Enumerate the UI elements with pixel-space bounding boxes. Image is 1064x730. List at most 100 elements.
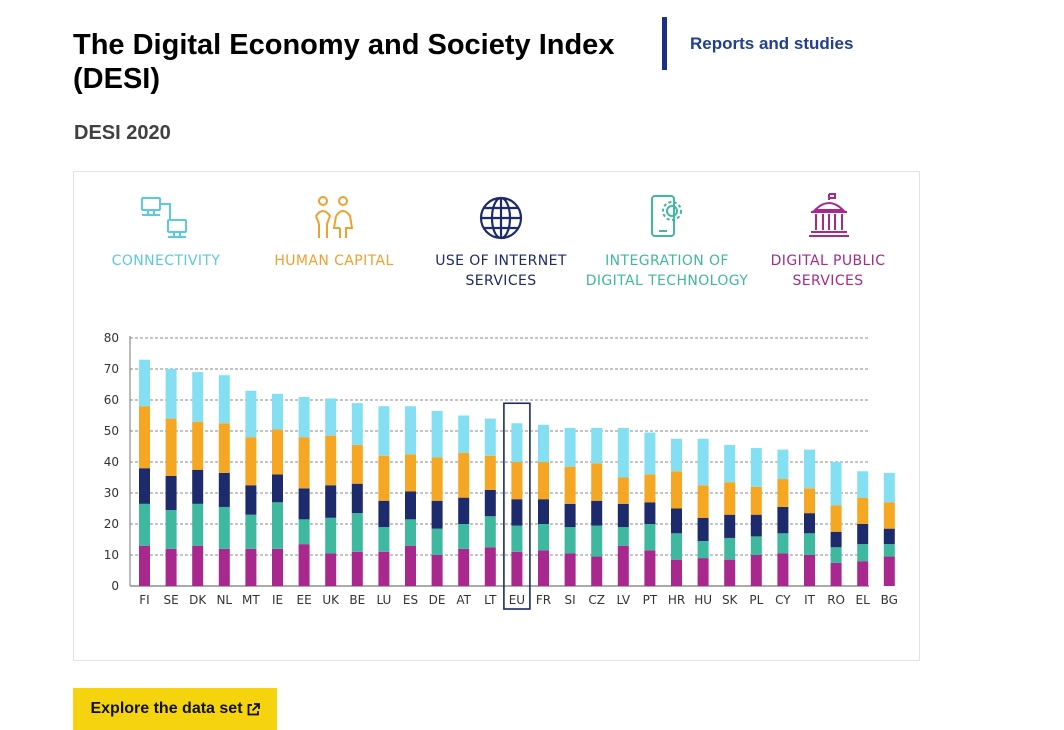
bar-ie-public-services xyxy=(272,548,283,586)
explore-data-set-label: Explore the data set xyxy=(90,700,243,717)
bar-bg-connectivity xyxy=(883,472,895,503)
bar-ro-public-services xyxy=(830,562,842,586)
legend-label-internet-use: SERVICES xyxy=(465,273,536,289)
bar-fr-human-capital xyxy=(538,462,549,500)
reports-and-studies-link[interactable]: Reports and studies xyxy=(690,34,854,53)
bar-bg-digital-tech xyxy=(883,544,895,557)
bar-lu-connectivity xyxy=(378,406,390,456)
x-tick-label: PT xyxy=(643,593,658,607)
x-tick-label: CZ xyxy=(588,593,605,607)
bar-fi-connectivity xyxy=(139,359,150,407)
bar-si-connectivity xyxy=(564,427,576,467)
bar-es-public-services xyxy=(405,545,416,586)
x-tick-label: IE xyxy=(272,593,283,607)
bar-mt-digital-tech xyxy=(245,514,257,549)
bar-it-digital-tech xyxy=(804,533,815,555)
bar-el-internet-use xyxy=(857,524,869,545)
bar-ie-human-capital xyxy=(272,429,283,475)
bar-ee-public-services xyxy=(298,544,310,586)
bar-el-connectivity xyxy=(857,471,869,498)
bar-nl-public-services xyxy=(218,548,230,586)
bar-at-connectivity xyxy=(458,415,470,453)
legend-label-public-services: DIGITAL PUBLIC xyxy=(771,253,886,269)
x-tick-label: CY xyxy=(775,593,791,607)
bar-hu-internet-use xyxy=(697,517,709,542)
bar-de-human-capital xyxy=(431,457,443,501)
bar-hu-human-capital xyxy=(697,485,709,518)
x-tick-label: BE xyxy=(349,593,365,607)
bar-uk-internet-use xyxy=(325,485,337,518)
bar-ro-digital-tech xyxy=(830,547,842,563)
y-tick-label: 60 xyxy=(104,393,119,407)
bar-uk-digital-tech xyxy=(325,517,337,554)
y-tick-label: 40 xyxy=(104,455,119,469)
bar-be-digital-tech xyxy=(351,513,363,552)
bar-ro-human-capital xyxy=(830,505,842,532)
x-tick-label: FI xyxy=(139,593,149,607)
bar-cz-connectivity xyxy=(591,427,603,464)
bar-pl-human-capital xyxy=(750,486,762,515)
x-tick-label: FR xyxy=(536,593,551,607)
bar-pl-internet-use xyxy=(750,514,762,537)
bar-si-internet-use xyxy=(564,503,576,528)
x-tick-label: LT xyxy=(484,593,497,607)
bar-at-internet-use xyxy=(458,497,470,524)
x-tick-label: BG xyxy=(881,593,898,607)
bar-es-digital-tech xyxy=(405,519,416,546)
desi-chart-card: CONNECTIVITY HUMAN CAPITAL USE OF INTERNET… xyxy=(73,171,920,661)
bar-cy-human-capital xyxy=(777,479,789,507)
bar-cz-internet-use xyxy=(591,500,603,526)
bar-eu-public-services xyxy=(511,551,523,586)
bar-lu-internet-use xyxy=(378,500,390,528)
bar-cz-public-services xyxy=(591,556,603,586)
bar-ie-internet-use xyxy=(272,474,283,503)
bar-hr-human-capital xyxy=(671,471,682,509)
bar-hu-connectivity xyxy=(697,438,709,486)
bar-pl-digital-tech xyxy=(750,536,762,555)
page-title: The Digital Economy and Society Index (D… xyxy=(73,29,615,95)
bar-lv-public-services xyxy=(617,545,629,586)
y-tick-label: 0 xyxy=(111,579,119,593)
bar-ro-internet-use xyxy=(830,531,842,548)
external-link-icon xyxy=(247,702,260,715)
bar-sk-connectivity xyxy=(724,444,736,483)
bar-lv-internet-use xyxy=(617,503,629,528)
bar-lu-public-services xyxy=(378,551,390,586)
bar-cz-digital-tech xyxy=(591,525,603,557)
network-computers-icon xyxy=(141,197,187,238)
bar-pt-connectivity xyxy=(644,432,656,475)
bar-eu-digital-tech xyxy=(511,525,523,552)
x-tick-label: EE xyxy=(297,593,312,607)
bar-fi-digital-tech xyxy=(139,503,150,546)
bar-sk-human-capital xyxy=(724,482,736,515)
bar-dk-digital-tech xyxy=(192,503,204,546)
bar-at-public-services xyxy=(458,548,470,586)
bar-pt-human-capital xyxy=(644,474,656,503)
x-tick-label: UK xyxy=(322,593,340,607)
bar-dk-connectivity xyxy=(192,372,204,422)
bar-ee-internet-use xyxy=(298,488,310,520)
legend-label-digital-tech: DIGITAL TECHNOLOGY xyxy=(586,273,749,289)
x-tick-label: DE xyxy=(429,593,446,607)
bar-bg-human-capital xyxy=(883,502,895,529)
y-tick-label: 10 xyxy=(104,548,119,562)
phone-gear-icon xyxy=(651,195,682,237)
bar-pl-public-services xyxy=(750,555,762,586)
bar-mt-public-services xyxy=(245,548,257,586)
bar-es-internet-use xyxy=(405,491,416,520)
x-tick-label: RO xyxy=(827,593,845,607)
bar-fr-public-services xyxy=(538,550,549,586)
bar-hr-internet-use xyxy=(671,508,682,534)
bar-eu-human-capital xyxy=(511,462,523,500)
desi-stacked-bar-chart: CONNECTIVITY HUMAN CAPITAL USE OF INTERNET… xyxy=(104,193,898,610)
bar-ie-connectivity xyxy=(272,393,283,430)
bar-ee-connectivity xyxy=(298,396,310,438)
bar-eu-connectivity xyxy=(511,423,523,462)
bar-es-connectivity xyxy=(405,406,416,455)
bar-cy-connectivity xyxy=(777,449,789,480)
legend-label-connectivity: CONNECTIVITY xyxy=(112,253,221,269)
bar-nl-human-capital xyxy=(218,423,230,473)
bar-bg-internet-use xyxy=(883,528,895,545)
explore-data-set-button[interactable]: Explore the data set xyxy=(73,688,277,730)
bar-cy-digital-tech xyxy=(777,533,789,554)
